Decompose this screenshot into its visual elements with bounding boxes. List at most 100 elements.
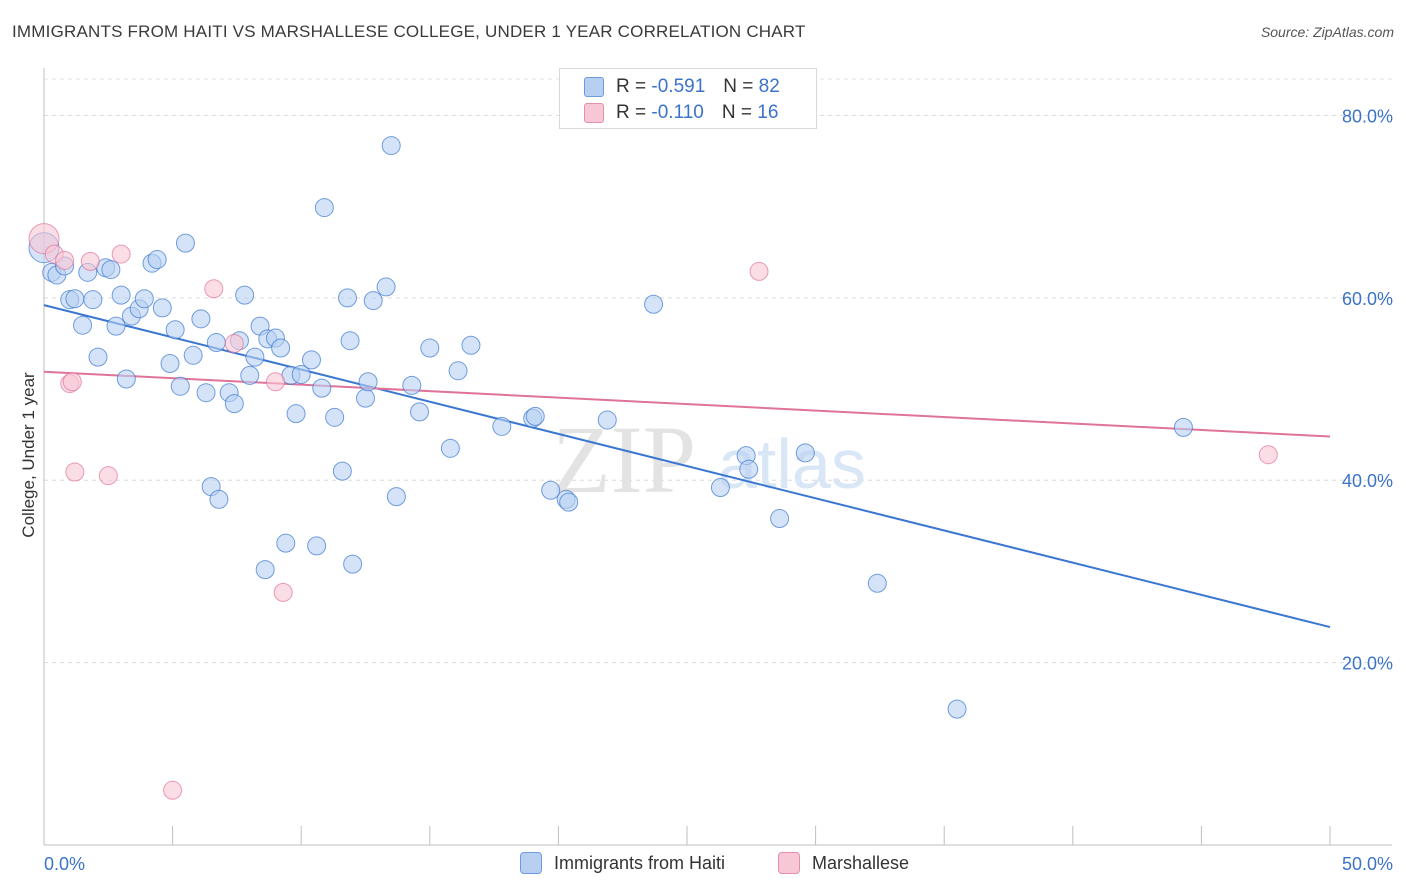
y-tick-label: 60.0% [1342,289,1393,309]
legend-n-label: N = [723,76,754,97]
data-point-haiti [111,285,131,305]
legend-row-marshallese: R = -0.110 N = 16 [584,101,778,125]
legend-n-value: 16 [757,102,779,123]
data-point-marshallese [98,466,118,486]
legend-n-label: N = [721,102,752,123]
data-point-haiti [116,369,136,389]
data-point-haiti [240,365,260,385]
legend-swatch-marshallese [778,852,800,874]
data-point-haiti [165,320,185,340]
series-legend: Immigrants from Haiti Marshallese [0,852,1406,876]
chart-title: IMMIGRANTS FROM HAITI VS MARSHALLESE COL… [12,22,806,41]
data-point-haiti [209,489,229,509]
data-point-haiti [461,335,481,355]
data-point-haiti [314,198,334,218]
axes [43,68,1392,846]
data-point-haiti [291,364,311,384]
data-point-marshallese [273,582,293,602]
data-point-haiti [410,402,430,422]
data-point-marshallese [62,372,82,392]
data-point-haiti [307,536,327,556]
data-point-haiti [343,554,363,574]
y-tick-label: 80.0% [1342,106,1393,126]
data-point-haiti [325,407,345,427]
data-point-marshallese [1258,445,1278,465]
data-point-haiti [867,573,887,593]
data-point-haiti [402,375,422,395]
data-point-haiti [340,331,360,351]
data-point-haiti [541,480,561,500]
data-point-haiti [245,347,265,367]
data-point-haiti [332,461,352,481]
data-point-haiti [337,288,357,308]
legend-r-value: -0.591 [651,76,706,97]
data-point-haiti [1173,417,1193,437]
data-points [28,136,1278,800]
data-point-marshallese [55,250,75,270]
data-point-haiti [597,410,617,430]
data-point-haiti [88,347,108,367]
data-point-haiti [73,315,93,335]
data-point-marshallese [204,279,224,299]
legend-r-value: -0.110 [651,102,704,123]
data-point-haiti [559,492,579,512]
data-point-haiti [183,345,203,365]
data-point-haiti [271,338,291,358]
trend-lines [43,304,1331,629]
source-label: Source: ZipAtlas.com [1260,24,1394,40]
y-tick-label: 20.0% [1342,654,1393,674]
data-point-marshallese [65,462,85,482]
legend-r-label: R = [616,102,647,123]
data-point-haiti [376,277,396,297]
data-point-haiti [947,699,967,719]
data-point-haiti [83,290,103,310]
data-point-marshallese [111,244,131,264]
data-point-haiti [152,298,172,318]
data-point-marshallese [265,372,285,392]
data-point-haiti [795,443,815,463]
data-point-haiti [191,309,211,329]
data-point-haiti [356,388,375,408]
legend-r-label: R = [616,76,647,97]
data-point-haiti [770,509,790,529]
legend-swatch-marshallese [584,103,604,123]
data-point-haiti [386,487,406,507]
y-tick-label: 40.0% [1342,471,1393,491]
data-point-haiti [196,383,216,403]
data-point-haiti [710,478,730,498]
tick-labels: 20.0% 40.0% 60.0% 80.0% 0.0% 50.0% [44,106,1393,874]
data-point-haiti [381,136,401,156]
data-point-haiti [492,416,512,436]
legend-row-haiti: R = -0.591 N = 82 [584,75,780,99]
data-point-haiti [276,533,296,553]
y-axis-label: College, Under 1 year [19,372,38,538]
trend-line-haiti [43,304,1331,629]
data-point-marshallese [224,333,244,353]
correlation-legend: R = -0.591 N = 82 R = -0.110 N = 16 [559,68,817,129]
data-point-haiti [739,459,759,479]
data-point-haiti [175,233,195,253]
data-point-haiti [206,333,226,353]
data-point-haiti [440,438,460,458]
watermark-atlas: atlas [718,425,866,503]
data-point-haiti [147,250,167,270]
x-tick-label: 50.0% [1342,854,1393,874]
legend-swatch-haiti [520,852,542,874]
legend-label-marshallese: Marshallese [812,852,910,873]
trend-line-marshallese [43,370,1331,438]
data-point-haiti [65,289,85,309]
legend-item-marshallese: Marshallese [778,852,909,874]
legend-item-haiti: Immigrants from Haiti [520,852,725,874]
data-point-haiti [170,376,190,396]
data-point-haiti [301,350,321,370]
data-point-marshallese [749,261,769,281]
data-point-haiti [160,354,180,374]
data-point-haiti [106,316,126,336]
data-point-marshallese [80,251,100,271]
data-point-haiti [363,291,383,311]
data-point-haiti [644,294,664,314]
legend-swatch-haiti [584,77,604,97]
data-point-haiti [235,285,255,305]
data-point-haiti [420,338,440,358]
